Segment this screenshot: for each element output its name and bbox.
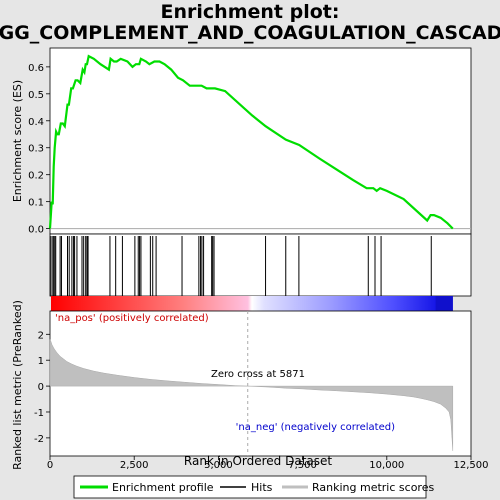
hits-panel xyxy=(49,233,472,311)
rank-tick-label: 10,000 xyxy=(369,460,404,471)
metric-axis: -2 -1 0 1 2 xyxy=(34,330,50,445)
rank-axis-label: Rank in Ordered Dataset xyxy=(184,454,332,468)
rank-gradient xyxy=(51,296,453,311)
es-tick-label: 0.0 xyxy=(28,225,44,236)
chart-title-line-1: Enrichment plot: xyxy=(161,1,340,23)
top-panel-frame xyxy=(49,47,472,235)
rank-tick-label: 7,500 xyxy=(288,460,317,471)
metric-tick-label: 1 xyxy=(38,356,44,367)
es-tick-label: 0.4 xyxy=(28,117,44,128)
metric-tick-label: 2 xyxy=(38,330,44,341)
ranked-metric-panel: -2 -1 0 1 2 'na_pos' (positively correlated)… xyxy=(11,300,489,471)
metric-tick-label: -2 xyxy=(34,434,44,445)
rank-tick-label: 5,000 xyxy=(204,460,233,471)
es-tick-label: 0.3 xyxy=(28,144,44,155)
rank-axis: 0 2,500 5,000 7,500 10,000 12,500 xyxy=(47,456,489,471)
es-axis-label: Enrichment score (ES) xyxy=(11,80,24,202)
negative-correlation-label: 'na_neg' (negatively correlated) xyxy=(236,422,395,433)
hits-panel-frame xyxy=(49,233,472,297)
hit-lines xyxy=(49,236,432,296)
metric-tick-label: -1 xyxy=(34,408,44,419)
metric-tick-label: 0 xyxy=(38,382,44,393)
positive-correlation-label: 'na_pos' (positively correlated) xyxy=(55,313,209,324)
ranking-metric-area xyxy=(49,339,454,451)
enrichment-score-panel: 0.0 0.1 0.2 0.3 0.4 0.5 0.6 Enrichment score (… xyxy=(11,47,472,236)
es-tick-label: 0.1 xyxy=(28,198,44,209)
metric-axis-label: Ranked list metric (PreRanked) xyxy=(11,300,24,470)
legend: Enrichment profile Hits Ranking metric s… xyxy=(73,475,434,499)
enrichment-profile-line xyxy=(48,54,454,230)
zero-cross-label: Zero cross at 5871 xyxy=(211,369,305,380)
legend-enrichment-label: Enrichment profile xyxy=(112,481,214,494)
chart-title-line-2: KEGG_COMPLEMENT_AND_COAGULATION_CASCADES xyxy=(0,22,500,44)
legend-hits-label: Hits xyxy=(251,481,273,494)
es-tick-label: 0.2 xyxy=(28,171,44,182)
rank-color-bar xyxy=(51,296,453,311)
legend-metric-label: Ranking metric scores xyxy=(312,481,434,494)
legend-frame xyxy=(73,475,427,499)
es-tick-label: 0.6 xyxy=(28,63,44,74)
rank-tick-label: 0 xyxy=(47,460,53,471)
rank-tick-label: 12,500 xyxy=(454,460,489,471)
rank-gradient-end xyxy=(435,296,453,311)
rank-tick-label: 2,500 xyxy=(120,460,149,471)
es-tick-label: 0.5 xyxy=(28,90,44,101)
es-axis: 0.0 0.1 0.2 0.3 0.4 0.5 0.6 xyxy=(28,63,50,236)
